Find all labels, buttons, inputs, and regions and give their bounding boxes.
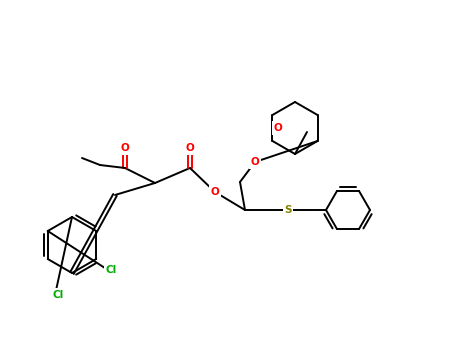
Text: O: O (186, 143, 194, 153)
Text: Cl: Cl (52, 290, 64, 300)
Text: O: O (251, 157, 259, 167)
Text: Cl: Cl (106, 265, 116, 275)
Text: S: S (284, 205, 292, 215)
Text: O: O (121, 143, 129, 153)
Text: O: O (273, 123, 282, 133)
Text: O: O (211, 187, 219, 197)
